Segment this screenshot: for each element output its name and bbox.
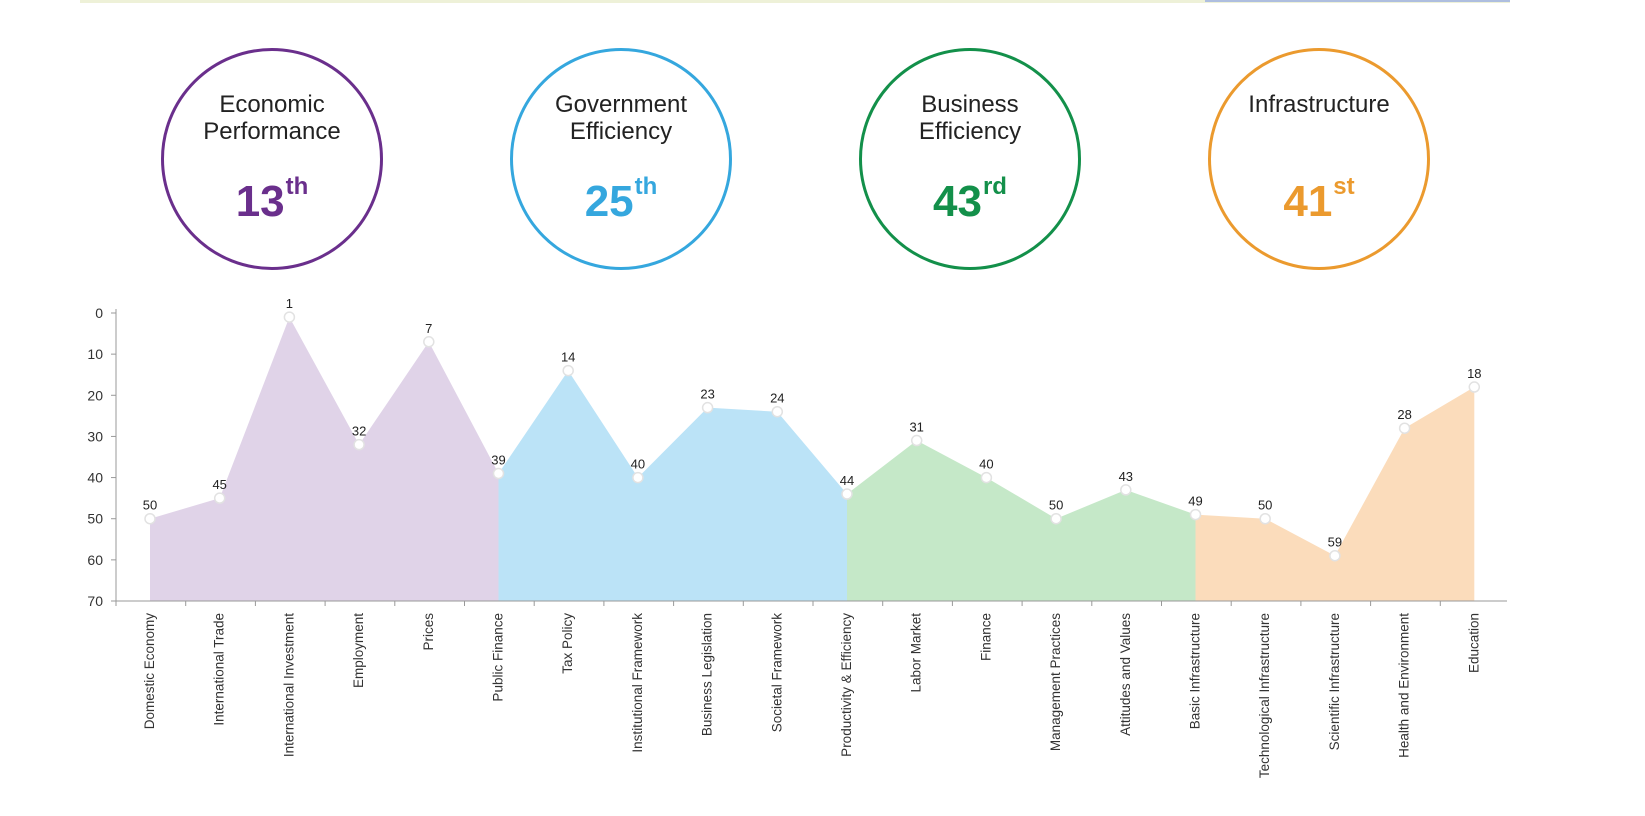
data-label: 59 [1328,535,1342,550]
y-tick-label: 10 [87,346,103,362]
data-label: 18 [1467,366,1481,381]
data-point [980,471,993,484]
y-tick-label: 70 [87,593,103,609]
x-category-label: Technological Infrastructure [1257,613,1272,778]
y-tick-label: 60 [87,552,103,568]
pillar-economic-performance: Economic Performance 13th [161,48,383,270]
data-label: 1 [286,296,293,311]
pillar-rank: 43rd [933,173,1007,226]
data-label: 23 [700,387,714,402]
data-label: 44 [840,473,854,488]
sub-factor-ranking-chart: 0 10 20 30 40 50 60 70 Domestic Economy Internati… [87,296,1507,778]
area-segment [150,317,499,601]
pillar-business-efficiency: Business Efficiency 43rd [859,48,1081,270]
x-category-label: Institutional Framework [630,613,645,753]
data-point [910,434,923,447]
data-label: 49 [1188,494,1202,509]
y-tick-label: 30 [87,428,103,444]
data-point [213,492,226,504]
data-point [1398,422,1411,434]
data-point [701,401,714,414]
pillar-title: Government Efficiency [554,91,688,145]
area-segment [847,440,1196,601]
data-label: 45 [212,477,226,492]
top-strip-accent [1205,0,1510,2]
x-category-label: Labor Market [909,613,924,693]
data-label: 39 [491,452,505,467]
x-category-label: Health and Environment [1397,613,1412,758]
x-category-label: Finance [978,613,993,661]
pillar-title: Infrastructure [1248,91,1390,118]
data-label: 32 [352,424,366,439]
top-strip [80,0,1510,3]
data-label: 14 [561,350,575,365]
x-category-label: International Trade [212,613,227,726]
data-point [562,364,574,377]
y-tick-label: 40 [87,470,103,486]
x-category-label: Basic Infrastructure [1188,613,1203,729]
x-category-label: Prices [421,613,436,651]
data-point [353,438,365,451]
x-category-label: Education [1466,613,1481,673]
data-point [492,467,505,480]
x-category-label: Attitudes and Values [1118,613,1133,736]
data-label: 40 [631,457,645,472]
data-label: 43 [1119,469,1133,484]
data-point [1468,381,1481,393]
area-segment [1195,387,1475,601]
data-point [771,405,784,418]
x-category-label: Public Finance [491,613,506,702]
data-label: 50 [143,498,157,513]
data-point [841,488,853,500]
data-point [632,471,644,484]
pillar-rank: 25th [584,173,658,226]
pillar-title: Economic Performance [203,91,341,145]
data-point [423,336,435,348]
data-point [1259,512,1271,525]
x-category-label: Societal Framework [769,613,784,733]
data-point [144,512,156,525]
data-point [283,311,296,323]
x-category-label: Tax Policy [560,613,575,674]
pillar-government-efficiency: Government Efficiency 25th [510,48,732,270]
pillar-title: Business Efficiency [918,91,1022,145]
x-category-label: Scientific Infrastructure [1327,613,1342,750]
data-label: 40 [979,457,993,472]
pillar-rank: 13th [235,173,309,226]
x-category-label: Employment [351,613,366,688]
x-category-label: International Investment [281,613,296,757]
pillar-rank: 41st [1283,173,1355,226]
data-label: 50 [1049,498,1063,513]
x-category-label: Management Practices [1048,613,1063,751]
data-point [1189,508,1202,521]
data-label: 24 [770,391,784,406]
data-label: 7 [425,321,432,336]
x-category-label: Productivity & Efficiency [839,613,854,757]
data-label: 31 [909,420,923,435]
y-tick-label: 20 [87,387,103,403]
data-label: 50 [1258,498,1272,513]
data-point [1050,512,1062,525]
data-point [1329,549,1341,562]
data-point [1120,484,1132,496]
pillar-infrastructure: Infrastructure 41st [1208,48,1430,270]
data-label: 28 [1397,407,1411,422]
x-category-label: Business Legislation [700,613,715,736]
x-category-label: Domestic Economy [142,613,157,730]
y-tick-label: 0 [95,305,103,321]
y-tick-label: 50 [87,511,103,527]
area-segment [498,370,847,601]
